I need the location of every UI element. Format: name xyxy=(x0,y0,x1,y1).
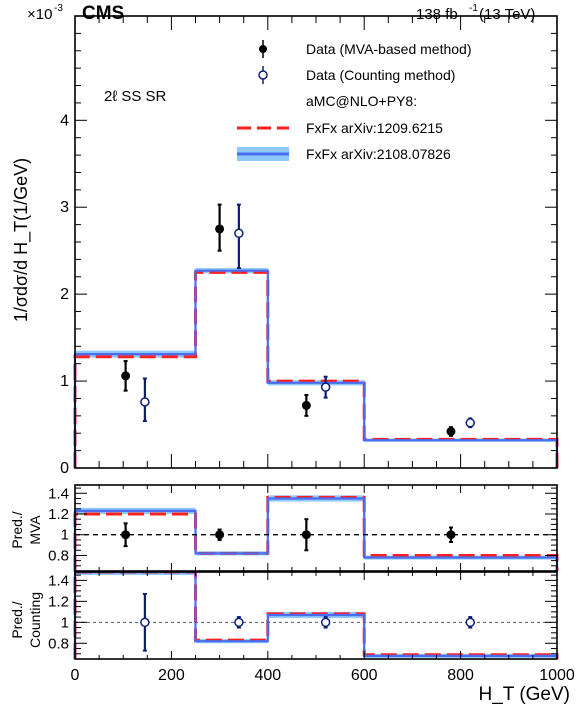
main-ytick-label: 2 xyxy=(60,286,69,303)
ratio-mva-ytick-label: 1.2 xyxy=(48,506,69,523)
main-line-fxfx-1209 xyxy=(73,270,559,468)
legend-label-mva: Data (MVA-based method) xyxy=(306,41,471,57)
exponent-power: -3 xyxy=(54,3,63,14)
legend-marker-mva xyxy=(259,40,267,58)
ratio-counting-point-counting-1 xyxy=(234,617,244,628)
main-point-counting-0 xyxy=(140,397,150,407)
main-point-mva-0 xyxy=(121,371,131,381)
ratio-counting-xtick-label: 1000 xyxy=(539,667,575,684)
ratio-counting-ytick-label: 1 xyxy=(61,614,69,631)
main-ytick-label: 1 xyxy=(60,373,69,390)
ratio-mva-ytick-label: 1 xyxy=(61,527,69,544)
labels-layer: 0 1 2 3 4 0.8 1 1.2 1.4 0.8 1 1.2 1.4 0 200 400 600 800 10… xyxy=(48,112,575,684)
ratio-counting-line-fxfx-2108 xyxy=(73,570,559,659)
legend-marker-fxfx-2108 xyxy=(237,147,289,161)
main-point-mva-3 xyxy=(446,426,456,436)
ratio-counting-xtick-label: 600 xyxy=(351,667,378,684)
legend: Data (MVA-based method) Data (Counting m… xyxy=(237,40,471,162)
ratio-mva-point-mva-3 xyxy=(446,530,456,540)
ratio-counting-ylabel-line1: Pred./ xyxy=(9,601,25,638)
ratio-counting-xtick-label: 400 xyxy=(254,667,281,684)
main-point-counting-2 xyxy=(320,382,331,392)
main-point-mva-1 xyxy=(215,224,225,234)
ratio-mva-ylabel-line1: Pred./ xyxy=(9,511,25,548)
main-ytick-label: 0 xyxy=(60,460,69,477)
lumi-value: 138 fb xyxy=(416,6,458,23)
ratio-counting-xtick-label: 0 xyxy=(71,667,80,684)
main-point-counting-1 xyxy=(234,228,244,239)
x-axis-label: H_T (GeV) xyxy=(478,684,570,705)
ratio-counting-point-counting-3 xyxy=(465,617,475,628)
ratio-counting-xtick-label: 800 xyxy=(447,667,474,684)
lumi-energy: (13 TeV) xyxy=(479,6,535,23)
axes-layer xyxy=(74,15,558,660)
main-ylabel: 1/σdσ/d H_T(1/GeV) xyxy=(11,158,32,322)
reference-lines-layer xyxy=(75,534,557,623)
ratio-mva-point-mva-2 xyxy=(301,530,311,540)
ratio-mva-point-mva-1 xyxy=(215,530,225,540)
ratio-counting-ytick-label: 1.4 xyxy=(48,572,69,589)
ratio-counting-ylabel-line2: Counting xyxy=(27,592,43,648)
main-ytick-label: 3 xyxy=(60,199,69,216)
main-line-fxfx-2108 xyxy=(73,269,559,468)
ratio-counting-point-counting-2 xyxy=(320,617,331,628)
main-ytick-label: 4 xyxy=(60,112,69,129)
data-points-layer xyxy=(121,203,475,652)
ratio-mva-ytick-label: 1.4 xyxy=(48,485,69,502)
experiment-label: CMS xyxy=(82,3,124,24)
ratio-counting-ytick-label: 0.8 xyxy=(48,635,69,652)
legend-label-fxfx-2108: FxFx arXiv:2108.07826 xyxy=(306,146,451,162)
legend-label-fxfx-1209: FxFx arXiv:1209.6215 xyxy=(306,120,443,136)
exponent-base: ×10 xyxy=(27,6,52,23)
ratio-mva-line-fxfx-2108 xyxy=(73,497,559,571)
ratio-counting-xtick-label: 200 xyxy=(158,667,185,684)
legend-marker-counting xyxy=(258,66,268,84)
ratio-counting-ytick-label: 1.2 xyxy=(48,593,69,610)
main-point-mva-2 xyxy=(301,400,311,410)
ratio-counting-point-counting-0 xyxy=(140,617,150,628)
region-label: 2ℓ SS SR xyxy=(104,88,167,105)
legend-label-generator: aMC@NLO+PY8: xyxy=(306,93,417,109)
lumi-exponent: -1 xyxy=(469,3,478,14)
ratio-mva-ylabel-line2: MVA xyxy=(27,515,43,545)
legend-label-counting: Data (Counting method) xyxy=(306,67,455,83)
ratio-mva-point-mva-0 xyxy=(121,530,131,540)
ratio-mva-ytick-label: 0.8 xyxy=(48,547,69,564)
main-point-counting-3 xyxy=(465,418,475,428)
